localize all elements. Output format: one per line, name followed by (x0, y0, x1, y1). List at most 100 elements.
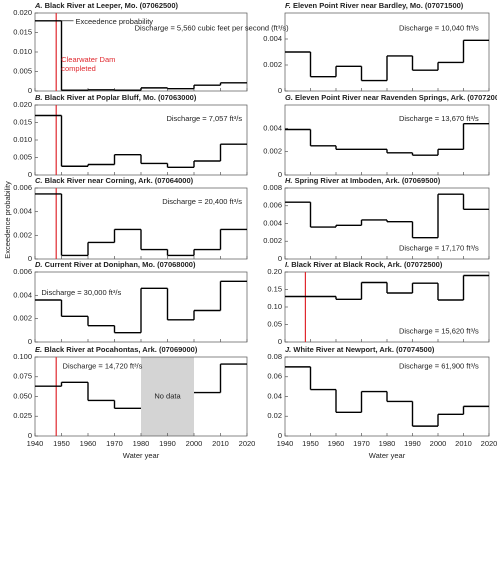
panel-letter: E. (35, 345, 42, 354)
y-tick-label: 0.006 (263, 201, 282, 210)
y-tick-label: 0.20 (267, 267, 282, 276)
panel: A. Black River at Leeper, Mo. (07062500)… (13, 1, 289, 95)
panel: D. Current River at Doniphan, Mo. (07068… (13, 260, 248, 346)
y-tick-label: 0.002 (13, 230, 32, 239)
y-tick-label: 0.008 (263, 183, 282, 192)
discharge-label: Discharge = 30,000 ft³/s (41, 288, 121, 297)
y-tick-label: 0.10 (267, 302, 282, 311)
dam-label: Clearwater Dam (61, 55, 115, 64)
y-tick-label: 0 (278, 337, 282, 346)
panel-name: Current River at Doniphan, Mo. (07068000… (45, 260, 196, 269)
y-tick-label: 0.04 (267, 391, 282, 400)
panel: F. Eleven Point River near Bardley, Mo. … (263, 1, 490, 95)
panel-title: I. Black River at Black Rock, Ark. (0707… (285, 260, 443, 269)
panel-title: C. Black River near Corning, Ark. (07064… (35, 176, 194, 185)
y-tick-label: 0 (28, 170, 32, 179)
x-tick-label: 1970 (353, 439, 370, 448)
x-tick-label: 2020 (481, 439, 497, 448)
x-tick-label: 2000 (430, 439, 447, 448)
x-tick-label: 1940 (277, 439, 294, 448)
y-tick-label: 0.004 (263, 218, 282, 227)
y-tick-label: 0.015 (13, 27, 32, 36)
discharge-label: Discharge = 7,057 ft³/s (166, 114, 242, 123)
y-tick-label: 0.02 (267, 411, 282, 420)
panel-name: White River at Newport, Ark. (07074500) (293, 345, 435, 354)
y-tick-label: 0.010 (13, 135, 32, 144)
y-tick-label: 0 (278, 254, 282, 263)
y-tick-label: 0.004 (263, 123, 282, 132)
panel: E. Black River at Pocahontas, Ark. (0706… (13, 345, 255, 448)
x-tick-label: 2010 (455, 439, 472, 448)
x-tick-label: 1980 (379, 439, 396, 448)
y-tick-label: 0 (28, 431, 32, 440)
panel-title: H. Spring River at Imboden, Ark. (070695… (285, 176, 441, 185)
x-tick-label: 1980 (133, 439, 150, 448)
y-tick-label: 0.100 (13, 352, 32, 361)
discharge-label: Discharge = 13,670 ft³/s (399, 114, 479, 123)
panel-letter: H. (285, 176, 293, 185)
discharge-label: Discharge = 14,720 ft³/s (63, 361, 143, 370)
panel-title: D. Current River at Doniphan, Mo. (07068… (35, 260, 196, 269)
dam-label: completed (61, 64, 96, 73)
x-tick-label: 1970 (106, 439, 123, 448)
y-tick-label: 0.002 (263, 147, 282, 156)
x-axis-label: Water year (123, 451, 160, 460)
x-tick-label: 1940 (27, 439, 44, 448)
x-axis-label: Water year (369, 451, 406, 460)
x-tick-label: 1960 (80, 439, 97, 448)
panel-name: Spring River at Imboden, Ark. (07069500) (295, 176, 441, 185)
panel-name: Eleven Point River near Bardley, Mo. (07… (293, 1, 464, 10)
discharge-label: Discharge = 15,620 ft³/s (399, 326, 479, 335)
y-tick-label: 0.006 (13, 183, 32, 192)
y-tick-label: 0 (278, 170, 282, 179)
panel-letter: D. (35, 260, 43, 269)
panel: C. Black River near Corning, Ark. (07064… (13, 176, 248, 263)
discharge-label: Discharge = 5,560 cubic feet per second … (135, 24, 290, 33)
panel-name: Black River at Leeper, Mo. (07062500) (45, 1, 179, 10)
y-tick-label: 0.15 (267, 284, 282, 293)
panel-title: E. Black River at Pocahontas, Ark. (0706… (35, 345, 198, 354)
y-tick-label: 0.020 (13, 100, 32, 109)
panel-letter: C. (35, 176, 43, 185)
panel-title: A. Black River at Leeper, Mo. (07062500) (34, 1, 178, 10)
discharge-label: Discharge = 20,400 ft³/s (162, 197, 242, 206)
y-tick-label: 0.005 (13, 152, 32, 161)
y-tick-label: 0 (28, 337, 32, 346)
x-tick-label: 2010 (212, 439, 229, 448)
panel-name: Black River at Poplar Bluff, Mo. (070630… (45, 93, 197, 102)
x-tick-label: 2020 (239, 439, 256, 448)
discharge-label: Discharge = 17,170 ft³/s (399, 243, 479, 252)
y-tick-label: 0.050 (13, 391, 32, 400)
panel-letter: B. (35, 93, 43, 102)
y-tick-label: 0.002 (263, 236, 282, 245)
panel: B. Black River at Poplar Bluff, Mo. (070… (13, 93, 248, 179)
panel-letter: I. (285, 260, 289, 269)
x-tick-label: 1950 (302, 439, 319, 448)
panel-title: J. White River at Newport, Ark. (0707450… (285, 345, 435, 354)
y-tick-label: 0.06 (267, 372, 282, 381)
y-axis-label: Exceedence probability (3, 181, 12, 259)
y-tick-label: 0.020 (13, 8, 32, 17)
panel-letter: F. (285, 1, 291, 10)
no-data-region (141, 357, 194, 436)
x-tick-label: 1960 (328, 439, 345, 448)
y-tick-label: 0.002 (13, 314, 32, 323)
y-tick-label: 0.004 (13, 207, 32, 216)
y-tick-label: 0.015 (13, 117, 32, 126)
y-tick-label: 0 (278, 431, 282, 440)
panel: G. Eleven Point River near Ravenden Spri… (263, 93, 497, 179)
pointer-label: Exceedence probability (76, 17, 154, 26)
panel-name: Black River at Pocahontas, Ark. (0706900… (44, 345, 198, 354)
y-tick-label: 0.006 (13, 267, 32, 276)
y-tick-label: 0.05 (267, 319, 282, 328)
y-tick-label: 0 (28, 86, 32, 95)
x-tick-label: 1990 (404, 439, 421, 448)
panel-name: Black River near Corning, Ark. (07064000… (45, 176, 194, 185)
y-tick-label: 0.004 (13, 290, 32, 299)
y-tick-label: 0.010 (13, 47, 32, 56)
panel-letter: A. (34, 1, 43, 10)
x-tick-label: 1950 (53, 439, 70, 448)
x-tick-label: 1990 (159, 439, 176, 448)
panel-name: Black River at Black Rock, Ark. (0707250… (291, 260, 443, 269)
discharge-label: Discharge = 61,900 ft³/s (399, 361, 479, 370)
